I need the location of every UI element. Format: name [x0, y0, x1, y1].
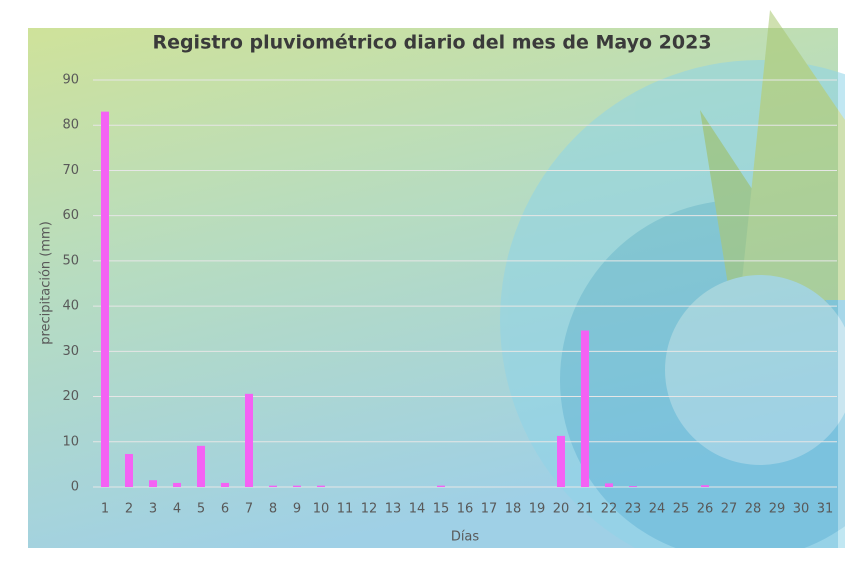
bar — [221, 482, 229, 487]
x-tick-label: 11 — [337, 502, 354, 517]
x-tick-label: 31 — [817, 502, 834, 517]
bar — [701, 485, 709, 487]
y-tick-label: 60 — [62, 208, 79, 223]
x-tick-label: 19 — [529, 502, 546, 517]
x-tick-label: 10 — [313, 502, 330, 517]
y-tick-label: 40 — [62, 299, 79, 314]
x-tick-label: 22 — [601, 502, 618, 517]
x-tick-label: 13 — [385, 502, 402, 517]
x-axis-label: Días — [451, 530, 480, 545]
y-tick-label: 30 — [62, 344, 79, 359]
x-tick-label: 27 — [721, 502, 738, 517]
bar — [557, 435, 565, 487]
x-tick-label: 5 — [197, 502, 205, 517]
y-tick-label: 0 — [71, 480, 79, 495]
chart-title: Registro pluviométrico diario del mes de… — [152, 32, 711, 54]
x-tick-label: 21 — [577, 502, 594, 517]
x-tick-label: 30 — [793, 502, 810, 517]
y-tick-label: 90 — [62, 73, 79, 88]
x-tick-label: 25 — [673, 502, 690, 517]
bar — [149, 480, 157, 487]
bar — [605, 483, 613, 487]
x-tick-label: 20 — [553, 502, 570, 517]
x-tick-label: 29 — [769, 502, 786, 517]
bar — [245, 393, 253, 487]
bar — [629, 486, 637, 487]
bar — [293, 485, 301, 487]
y-tick-label: 70 — [62, 163, 79, 178]
bar — [197, 445, 205, 487]
x-tick-label: 24 — [649, 502, 666, 517]
x-tick-label: 26 — [697, 502, 714, 517]
x-tick-label: 8 — [269, 502, 277, 517]
y-tick-label: 10 — [62, 434, 79, 449]
x-tick-label: 6 — [221, 502, 229, 517]
x-tick-label: 4 — [173, 502, 181, 517]
y-tick-label: 20 — [62, 389, 79, 404]
bar — [173, 482, 181, 487]
x-tick-label: 23 — [625, 502, 642, 517]
x-tick-label: 28 — [745, 502, 762, 517]
x-tick-label: 7 — [245, 502, 253, 517]
x-tick-label: 3 — [149, 502, 157, 517]
x-tick-label: 15 — [433, 502, 450, 517]
bar — [125, 453, 133, 487]
y-axis-label: precipitación (mm) — [39, 221, 54, 345]
x-tick-label: 14 — [409, 502, 426, 517]
x-tick-label: 2 — [125, 502, 133, 517]
x-tick-label: 9 — [293, 502, 301, 517]
x-tick-label: 17 — [481, 502, 498, 517]
x-tick-label: 18 — [505, 502, 522, 517]
bar — [581, 330, 589, 487]
bar — [101, 111, 109, 488]
y-tick-label: 80 — [62, 118, 79, 133]
x-tick-label: 12 — [361, 502, 378, 517]
x-tick-label: 1 — [101, 502, 109, 517]
bar — [269, 485, 277, 487]
frame — [0, 548, 845, 561]
y-tick-label: 50 — [62, 253, 79, 268]
bar — [437, 485, 445, 487]
x-tick-label: 16 — [457, 502, 474, 517]
bar — [317, 485, 325, 487]
